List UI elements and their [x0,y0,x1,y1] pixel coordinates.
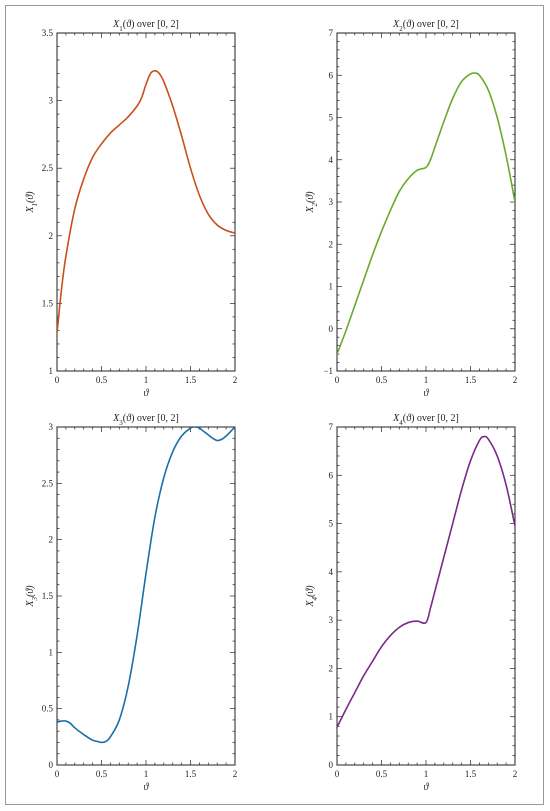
y-tick-label: −1 [323,366,333,376]
y-tick-label: 4 [329,155,334,165]
y-tick-label: 7 [329,422,334,432]
x-tick-label: 1.5 [465,769,477,779]
y-tick-label: 0 [329,760,334,770]
y-tick-label: 3 [49,422,54,432]
chart-title: X1(ϑ) over [0, 2] [112,19,179,33]
y-tick-label: 5 [329,113,334,123]
chart-title: X2(ϑ) over [0, 2] [392,19,459,33]
figure-frame [5,5,544,805]
x-tick-label: 1.5 [465,375,477,385]
y-axis-label: X3(ϑ) [25,585,39,608]
y-tick-label: 0.5 [42,704,54,714]
y-axis-label: X2(ϑ) [305,191,319,214]
y-tick-label: 1 [329,712,334,722]
y-tick-label: 2.5 [42,478,54,488]
x-axis-label: ϑ [144,388,150,399]
x-tick-label: 2 [513,769,518,779]
y-tick-label: 1.5 [42,298,54,308]
y-tick-label: 4 [329,567,334,577]
y-tick-label: 2.5 [42,163,54,173]
y-tick-label: 1 [49,647,54,657]
x-tick-label: 0 [55,375,60,385]
chart-title: X4(ϑ) over [0, 2] [392,413,459,427]
y-tick-label: 3 [329,197,334,207]
y-axis-label: X1(ϑ) [25,191,39,214]
x-tick-label: 0.5 [376,375,388,385]
y-tick-label: 3 [49,96,54,106]
x-tick-label: 0 [335,769,340,779]
x-tick-label: 0.5 [376,769,388,779]
x-axis-label: ϑ [144,782,150,793]
y-tick-label: 6 [329,70,334,80]
x-tick-label: 0 [335,375,340,385]
y-tick-label: 2 [49,535,54,545]
x-tick-label: 2 [233,769,238,779]
x-tick-label: 2 [233,375,238,385]
series-line [337,72,515,355]
x-tick-label: 1 [424,375,429,385]
y-tick-label: 1.5 [42,591,54,601]
plot-frame [336,32,516,372]
y-tick-label: 6 [329,470,334,480]
chart-panel-1: 0 0.5 1 1.5 2 1 1.5 2 2.5 3 3.5 ϑ X1(ϑ) X1(ϑ) over [0… [25,19,237,399]
x-axis-label: ϑ [424,782,430,793]
y-tick-label: 2 [49,231,54,241]
x-tick-label: 1 [424,769,429,779]
y-tick-label: 2 [329,663,334,673]
y-tick-label: 0 [329,324,334,334]
x-tick-label: 1.5 [185,769,197,779]
plot-frame [336,426,516,766]
x-tick-label: 0.5 [96,769,108,779]
x-tick-label: 1.5 [185,375,197,385]
y-tick-label: 3 [329,615,334,625]
x-tick-label: 0 [55,769,60,779]
series-line [57,70,235,334]
chart-title: X3(ϑ) over [0, 2] [112,413,179,427]
x-axis-label: ϑ [424,388,430,399]
y-axis-label: X4(ϑ) [305,585,319,608]
y-tick-label: 0 [49,760,54,770]
series-line [57,427,235,744]
chart-panel-4: 0 0.5 1 1.5 2 0 1 2 3 4 5 6 7 ϑ X4(ϑ) X4(ϑ) over [0, 2] [305,413,517,793]
y-tick-label: 1 [329,282,334,292]
x-tick-label: 0.5 [96,375,108,385]
y-tick-label: 3.5 [42,28,54,38]
y-tick-label: 7 [329,28,334,38]
plot-frame [56,426,236,766]
chart-panel-3: 0 0.5 1 1.5 2 0 0.5 1 1.5 2 2.5 3 ϑ X3(ϑ) X3(ϑ) over [… [25,413,237,793]
y-tick-label: 5 [329,519,334,529]
series-line [337,435,515,729]
x-tick-label: 2 [513,375,518,385]
y-tick-label: 1 [49,366,54,376]
x-tick-label: 1 [144,375,149,385]
x-tick-label: 1 [144,769,149,779]
y-tick-label: 2 [329,239,334,249]
